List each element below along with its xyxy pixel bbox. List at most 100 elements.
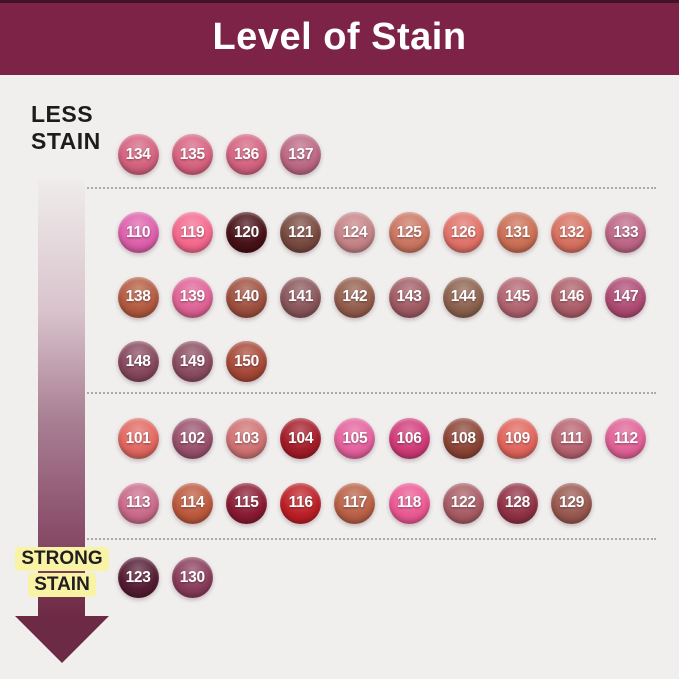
shade-swatch-119: 119 (171, 212, 213, 253)
stain-group-strong: 123 130 (111, 557, 653, 622)
less-stain-label: LESS STAIN (31, 101, 131, 155)
shade-swatch-126: 126 (442, 212, 484, 253)
shade-cell: 141 (274, 276, 328, 342)
shade-swatch-135: 135 (171, 134, 213, 175)
shade-cell: 135 (165, 134, 219, 199)
dashed-divider (80, 187, 656, 189)
shade-cell: 119 (165, 212, 219, 277)
shade-cell: 115 (219, 482, 273, 548)
shade-swatch-104: 104 (280, 418, 322, 459)
shade-swatch-140: 140 (225, 276, 267, 318)
shade-swatch-109: 109 (496, 418, 538, 459)
shade-swatch-115: 115 (225, 482, 267, 524)
shade-swatch-101: 101 (117, 418, 159, 459)
shade-swatch-128: 128 (496, 482, 538, 524)
shade-swatch-137: 137 (280, 134, 322, 175)
shade-cell: 150 (219, 341, 273, 406)
page-title: Level of Stain (212, 16, 467, 58)
shade-cell: 101 (111, 418, 165, 483)
shade-cell: 130 (165, 557, 219, 622)
shade-cell: 142 (328, 276, 382, 342)
shade-swatch-132: 132 (551, 212, 593, 253)
shade-cell: 140 (219, 276, 273, 342)
shade-cell: 146 (545, 276, 599, 342)
shade-cell: 105 (328, 418, 382, 483)
shade-cell: 134 (111, 134, 165, 199)
shade-swatch-116: 116 (280, 482, 322, 524)
shade-cell: 149 (165, 341, 219, 406)
shade-cell: 132 (545, 212, 599, 277)
shade-swatch-129: 129 (551, 482, 593, 524)
shade-swatch-136: 136 (225, 134, 267, 175)
shade-swatch-139: 139 (171, 276, 213, 318)
stain-gradient-arrow-shaft (38, 180, 85, 617)
shade-swatch-150: 150 (225, 341, 267, 382)
shade-swatch-131: 131 (496, 212, 538, 253)
shade-swatch-110: 110 (117, 212, 159, 253)
shade-cell: 102 (165, 418, 219, 483)
shade-cell: 108 (436, 418, 490, 483)
shade-swatch-134: 134 (117, 134, 159, 175)
shade-swatch-146: 146 (551, 276, 593, 318)
shade-swatch-113: 113 (117, 482, 159, 524)
shade-cell: 124 (328, 212, 382, 277)
shade-swatch-106: 106 (388, 418, 430, 459)
shade-cell: 144 (436, 276, 490, 342)
shade-cell: 110 (111, 212, 165, 277)
shade-cell: 139 (165, 276, 219, 342)
shade-cell: 129 (545, 482, 599, 548)
shade-cell: 122 (436, 482, 490, 548)
shade-cell: 128 (490, 482, 544, 548)
shade-cell: 133 (599, 212, 653, 277)
shade-cell: 116 (274, 482, 328, 548)
shade-swatch-117: 117 (334, 482, 376, 524)
shade-cell: 106 (382, 418, 436, 483)
shade-cell: 145 (490, 276, 544, 342)
shade-cell: 113 (111, 482, 165, 548)
shade-cell: 137 (274, 134, 328, 199)
shade-cell: 148 (111, 341, 165, 406)
strong-stain-line2: STAIN (28, 573, 96, 597)
less-stain-line1: LESS (31, 101, 94, 127)
shade-cell: 117 (328, 482, 382, 548)
shade-cell: 121 (274, 212, 328, 277)
shade-swatch-143: 143 (388, 276, 430, 318)
shade-swatch-103: 103 (225, 418, 267, 459)
shade-swatch-114: 114 (171, 482, 213, 524)
shade-cell: 143 (382, 276, 436, 342)
title-banner: Level of Stain (0, 0, 679, 75)
shade-swatch-121: 121 (280, 212, 322, 253)
strong-stain-label: STRONG STAIN (0, 547, 124, 599)
shade-cell: 118 (382, 482, 436, 548)
shade-cell: 147 (599, 276, 653, 342)
shade-swatch-141: 141 (280, 276, 322, 318)
shade-swatch-120: 120 (225, 212, 267, 253)
shade-swatch-133: 133 (605, 212, 647, 253)
shade-cell: 138 (111, 276, 165, 342)
shade-swatch-148: 148 (117, 341, 159, 382)
shade-swatch-102: 102 (171, 418, 213, 459)
shade-cell: 109 (490, 418, 544, 483)
shade-swatch-125: 125 (388, 212, 430, 253)
shade-swatch-123: 123 (117, 557, 159, 598)
shade-swatch-147: 147 (605, 276, 647, 318)
stain-group-medium-strong: 101 102 103 104 105 106 108 109 111 112 113 114 115 1… (111, 418, 653, 547)
shade-cell: 125 (382, 212, 436, 277)
stain-group-light-medium: 110 119 120 121 124 125 126 131 132 133 138 139 140 1… (111, 212, 653, 406)
shade-swatch-149: 149 (171, 341, 213, 382)
shade-swatch-130: 130 (171, 557, 213, 598)
shade-swatch-124: 124 (334, 212, 376, 253)
shade-cell: 112 (599, 418, 653, 483)
strong-stain-line1: STRONG (15, 547, 109, 571)
shade-cell: 120 (219, 212, 273, 277)
stain-group-less: 134 135 136 137 (111, 134, 653, 199)
less-stain-line2: STAIN (31, 128, 101, 154)
shade-swatch-138: 138 (117, 276, 159, 318)
shade-swatch-112: 112 (605, 418, 647, 459)
shade-cell: 123 (111, 557, 165, 622)
shade-swatch-105: 105 (334, 418, 376, 459)
dashed-divider (80, 392, 656, 394)
shade-cell: 136 (219, 134, 273, 199)
shade-swatch-122: 122 (442, 482, 484, 524)
shade-swatch-108: 108 (442, 418, 484, 459)
